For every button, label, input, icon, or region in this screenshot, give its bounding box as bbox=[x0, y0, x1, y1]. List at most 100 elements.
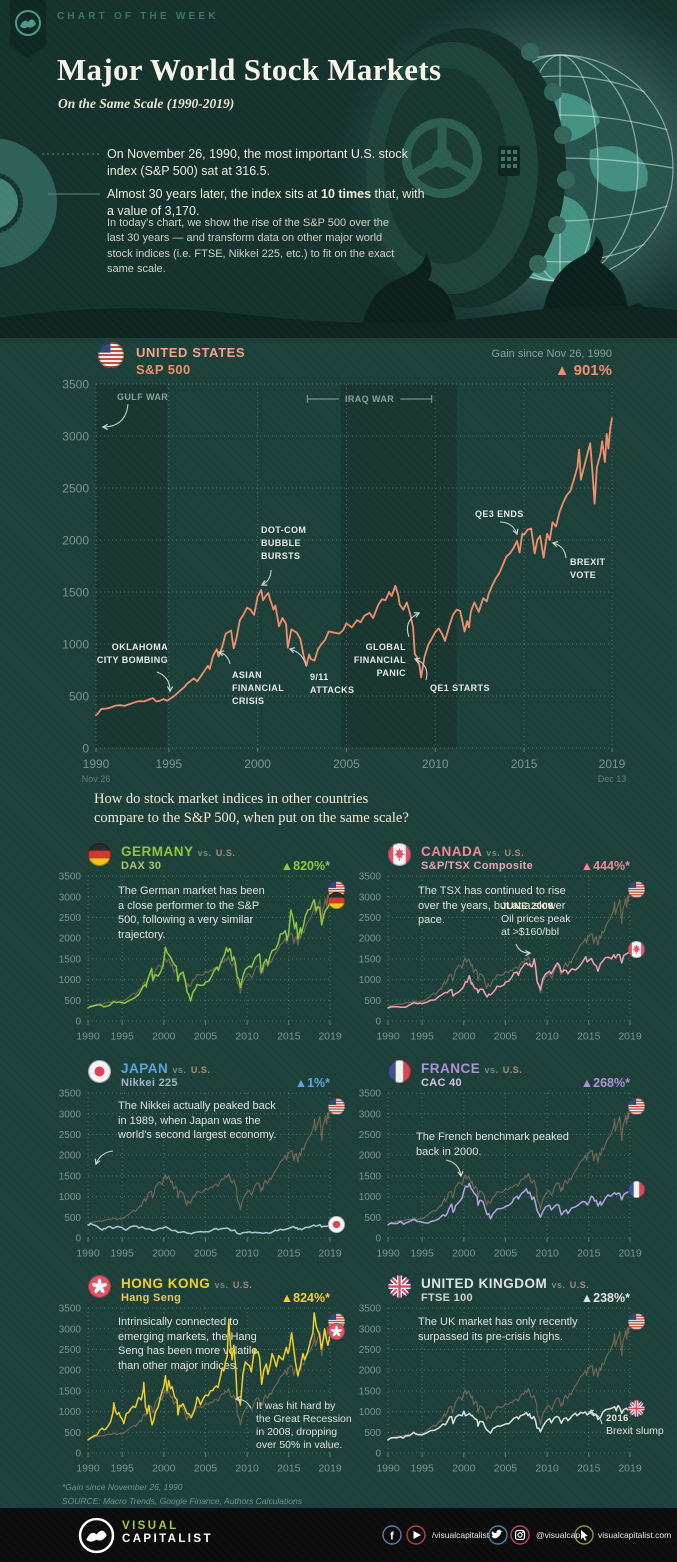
chart-annotation: 9/11 ATTACKS bbox=[310, 672, 355, 696]
series-cac40 bbox=[387, 1182, 631, 1226]
svg-text:2000: 2000 bbox=[452, 1248, 476, 1260]
index-name: FTSE 100 bbox=[421, 1292, 473, 1304]
country-name: CANADA bbox=[421, 844, 482, 859]
website-url[interactable]: visualcapitalist.com bbox=[598, 1530, 672, 1540]
svg-text:3500: 3500 bbox=[359, 872, 382, 883]
intro-p2-pre: Almost 30 years later, the index sits at bbox=[107, 187, 321, 201]
gain-badge: ▲238%* bbox=[581, 1291, 630, 1305]
svg-text:3500: 3500 bbox=[359, 1089, 382, 1100]
index-name: DAX 30 bbox=[121, 860, 162, 872]
svg-text:2000: 2000 bbox=[152, 1031, 176, 1043]
us-flag-marker bbox=[627, 1098, 645, 1116]
svg-text:1995: 1995 bbox=[110, 1463, 134, 1475]
facebook-handle[interactable]: /visualcapitalist bbox=[432, 1530, 490, 1540]
series-nikkei bbox=[87, 1222, 331, 1235]
gain-triangle-icon: ▲ bbox=[554, 362, 574, 379]
svg-text:2500: 2500 bbox=[62, 481, 89, 495]
chart-fr: 0 500 1000 1500 2000 2500 3000 3500 1990 1995 2000… bbox=[359, 1089, 645, 1260]
us-flag-marker bbox=[627, 1313, 645, 1331]
main-chart-gain-value: ▲ 901% bbox=[555, 362, 612, 379]
coin-decoration bbox=[0, 138, 57, 268]
youtube-icon[interactable] bbox=[406, 1525, 426, 1545]
svg-text:0: 0 bbox=[375, 1017, 381, 1028]
svg-text:1990: 1990 bbox=[376, 1248, 400, 1260]
country-name: JAPAN bbox=[121, 1061, 169, 1076]
svg-text:3500: 3500 bbox=[59, 1089, 82, 1100]
svg-text:0: 0 bbox=[375, 1234, 381, 1245]
series-ftse bbox=[387, 1404, 631, 1441]
svg-text:1990: 1990 bbox=[76, 1031, 100, 1043]
svg-text:2500: 2500 bbox=[359, 913, 382, 924]
svg-text:3000: 3000 bbox=[62, 429, 89, 443]
svg-text:3500: 3500 bbox=[59, 872, 82, 883]
svg-text:500: 500 bbox=[64, 1213, 81, 1224]
svg-text:500: 500 bbox=[64, 996, 81, 1007]
vault-door bbox=[366, 28, 575, 308]
us-flag-icon bbox=[98, 342, 124, 368]
svg-text:1995: 1995 bbox=[410, 1031, 434, 1043]
chart-annotation: BREXIT VOTE bbox=[570, 557, 606, 581]
us-flag-marker bbox=[327, 881, 345, 899]
gain-triangle-icon: ▲ bbox=[280, 859, 294, 873]
gain-triangle-icon: ▲ bbox=[280, 1291, 294, 1305]
svg-text:500: 500 bbox=[69, 689, 89, 703]
svg-text:2500: 2500 bbox=[359, 1130, 382, 1141]
svg-text:Dec 13: Dec 13 bbox=[598, 774, 627, 784]
instagram-icon[interactable] bbox=[510, 1525, 530, 1545]
svg-text:2000: 2000 bbox=[152, 1248, 176, 1260]
gain-value: 820%* bbox=[293, 859, 330, 873]
svg-text:500: 500 bbox=[364, 1428, 381, 1439]
vs-us-label: U.S. bbox=[215, 848, 236, 858]
us-flag-marker bbox=[627, 881, 645, 899]
gain-triangle-icon: ▲ bbox=[294, 1076, 308, 1090]
japan-flag-icon bbox=[88, 1060, 111, 1083]
svg-text:1990: 1990 bbox=[76, 1248, 100, 1260]
gain-triangle-icon: ▲ bbox=[580, 1291, 594, 1305]
svg-text:3000: 3000 bbox=[59, 1324, 82, 1335]
svg-text:2000: 2000 bbox=[359, 1366, 382, 1377]
svg-text:2500: 2500 bbox=[359, 1345, 382, 1356]
svg-text:1990: 1990 bbox=[376, 1031, 400, 1043]
svg-text:3500: 3500 bbox=[359, 1304, 382, 1315]
svg-text:1000: 1000 bbox=[359, 975, 382, 986]
vs-label: vs. bbox=[484, 1065, 499, 1075]
svg-text:3000: 3000 bbox=[359, 1324, 382, 1335]
svg-text:3000: 3000 bbox=[59, 1109, 82, 1120]
ca-flag-marker bbox=[627, 941, 645, 959]
chart-annotation: 2016 Brexit slump bbox=[606, 1413, 664, 1438]
instagram-handle[interactable]: @visualcap bbox=[536, 1530, 581, 1540]
note-hongkong: Intrinsically connected to emerging mark… bbox=[118, 1316, 258, 1372]
page-title: Major World Stock Markets bbox=[57, 52, 442, 87]
svg-text:2010: 2010 bbox=[235, 1031, 259, 1043]
country-name: HONG KONG bbox=[121, 1276, 211, 1291]
svg-text:2500: 2500 bbox=[59, 1130, 82, 1141]
svg-text:2000: 2000 bbox=[359, 1151, 382, 1162]
svg-text:1990: 1990 bbox=[376, 1463, 400, 1475]
svg-text:2500: 2500 bbox=[59, 913, 82, 924]
fr-flag-marker bbox=[627, 1181, 645, 1199]
intro-paragraph-2: Almost 30 years later, the index sits at… bbox=[107, 186, 427, 220]
svg-text:2015: 2015 bbox=[277, 1248, 301, 1260]
intro-paragraph-3: In today's chart, we show the rise of th… bbox=[107, 217, 395, 276]
chart-annotation: QE3 ENDS bbox=[475, 509, 524, 519]
chart-annotation: DOT-COM BUBBLE BURSTS bbox=[261, 525, 307, 562]
vs-label: vs. bbox=[551, 1280, 566, 1290]
brand-visual: VISUAL bbox=[122, 1520, 179, 1532]
index-name: S&P/TSX Composite bbox=[421, 860, 534, 872]
svg-text:2015: 2015 bbox=[277, 1463, 301, 1475]
svg-text:2010: 2010 bbox=[235, 1248, 259, 1260]
facebook-icon[interactable]: f bbox=[382, 1525, 402, 1545]
intro-p2-post: that, with a value of 3,170. bbox=[107, 187, 425, 218]
twitter-icon[interactable] bbox=[488, 1525, 508, 1545]
index-name: CAC 40 bbox=[421, 1077, 462, 1089]
website-cursor-icon[interactable] bbox=[574, 1525, 594, 1545]
svg-text:2015: 2015 bbox=[277, 1031, 301, 1043]
chart-annotation: It was hit hard by the Great Recession in … bbox=[256, 1400, 352, 1452]
svg-text:2015: 2015 bbox=[511, 757, 538, 771]
vault-globe-illustration bbox=[0, 0, 677, 338]
svg-text:Nov 26: Nov 26 bbox=[82, 774, 111, 784]
section-question: How do stock market indices in other cou… bbox=[94, 790, 409, 828]
svg-text:1000: 1000 bbox=[359, 1407, 382, 1418]
gain-badge: ▲444%* bbox=[581, 859, 630, 873]
svg-text:1500: 1500 bbox=[62, 585, 89, 599]
